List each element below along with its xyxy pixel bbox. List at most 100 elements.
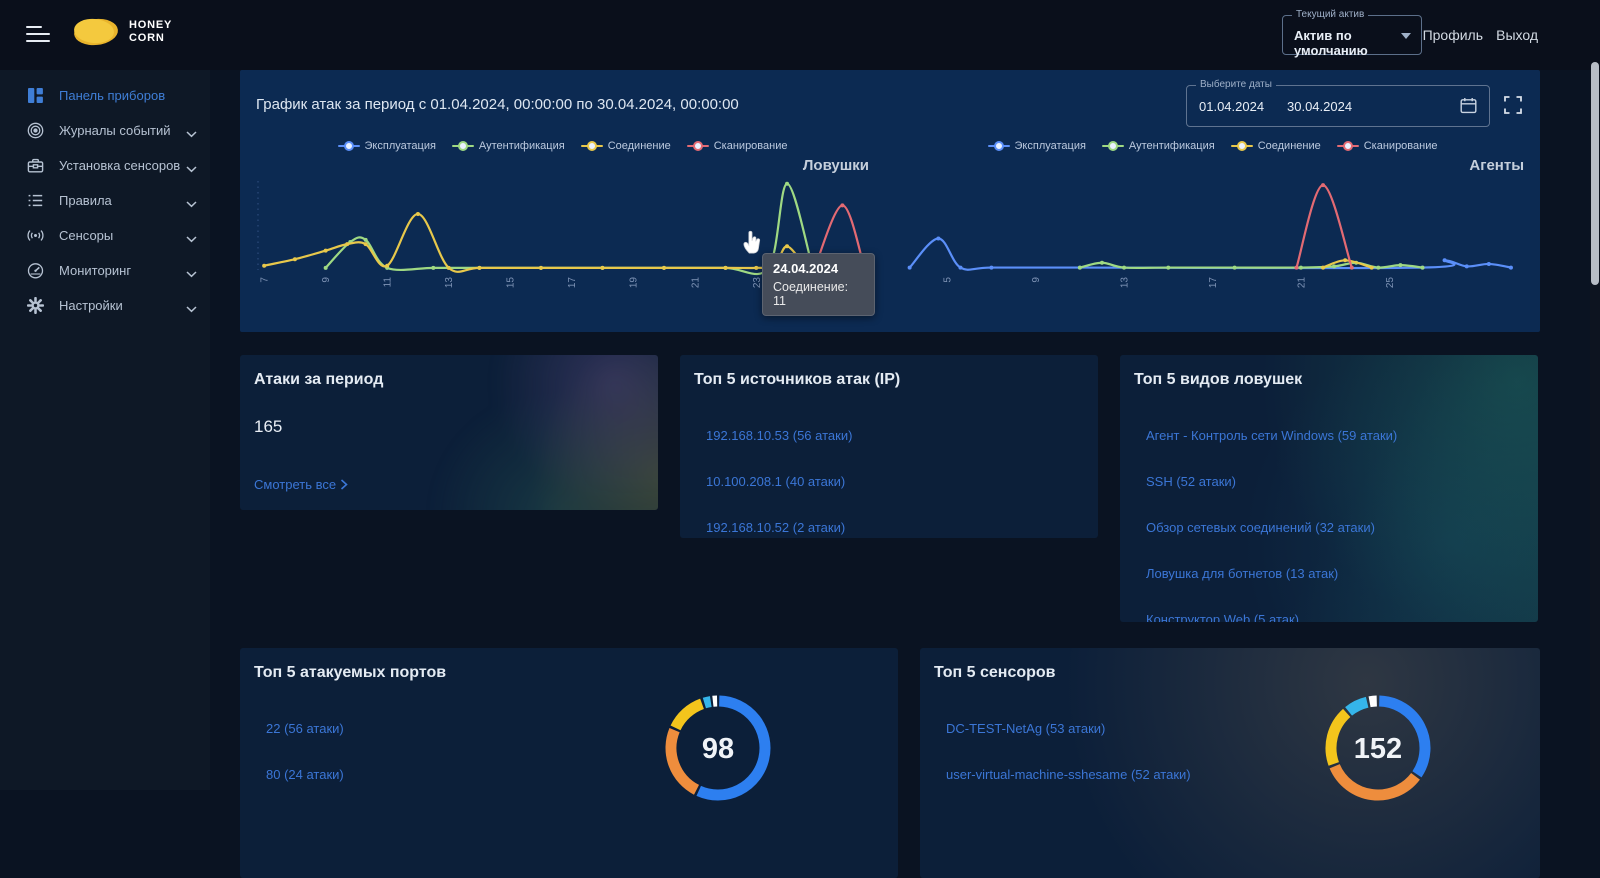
list-item: 10.100.208.1 (40 атаки)	[706, 473, 1098, 491]
see-all-link[interactable]: Смотреть все	[254, 477, 337, 492]
chevron-down-icon	[1401, 33, 1411, 39]
attacks-period-card: Атаки за период 165 Смотреть все	[240, 355, 658, 510]
legend-item[interactable]: Эксплуатация	[987, 140, 1086, 152]
legend-item[interactable]: Сканирование	[1336, 140, 1437, 152]
svg-text:17: 17	[1208, 277, 1219, 289]
hamburger-menu-icon[interactable]	[26, 26, 52, 44]
sidebar-item-monitoring[interactable]: Мониторинг	[0, 253, 210, 288]
list-item: SSH (52 атаки)	[1146, 473, 1538, 491]
tooltip-date: 24.04.2024	[773, 261, 839, 276]
sensor-install-icon	[27, 157, 44, 174]
legend-label: Эксплуатация	[364, 140, 436, 152]
sidebar-item-event-logs[interactable]: Журналы событий	[0, 113, 210, 148]
card-title: Топ 5 сенсоров	[934, 664, 1056, 681]
legend-item[interactable]: Соединение	[1230, 140, 1321, 152]
sensor-link[interactable]: user-virtual-machine-sshesame (52 атаки)	[946, 767, 1191, 782]
legend-item[interactable]: Аутентификация	[1101, 140, 1215, 152]
calendar-icon[interactable]	[1460, 97, 1477, 119]
list-item: Агент - Контроль сети Windows (59 атаки)	[1146, 427, 1538, 445]
trap-kind-link[interactable]: SSH (52 атаки)	[1146, 474, 1237, 489]
trap-kind-link[interactable]: Конструктор Web (5 атак)	[1146, 612, 1300, 622]
chevron-down-icon	[186, 266, 197, 281]
current-asset-select[interactable]: Текущий актив Актив по умолчанию	[1282, 9, 1422, 58]
top-sensors-card: Топ 5 сенсоров DC-TEST-NetAg (53 атаки) u…	[920, 648, 1540, 878]
svg-text:21: 21	[1296, 277, 1307, 289]
honeycorn-logo-icon	[74, 18, 118, 46]
list-item: user-virtual-machine-sshesame (52 атаки)	[946, 766, 1540, 784]
legend-item[interactable]: Эксплуатация	[337, 140, 436, 152]
sidebar-item-sensors[interactable]: Сенсоры	[0, 218, 210, 253]
card-title: Топ 5 атакуемых портов	[254, 664, 447, 681]
hand-cursor-icon	[738, 227, 764, 260]
topbar: HONEY CORN Текущий актив Актив по умолча…	[0, 0, 1600, 70]
monitoring-icon	[27, 262, 44, 279]
legend-label: Соединение	[1257, 140, 1321, 152]
asset-select-label: Текущий актив	[1292, 9, 1369, 20]
sidebar-item-sensor-install[interactable]: Установка сенсоров	[0, 148, 210, 183]
date-end-value[interactable]: 30.04.2024	[1287, 99, 1353, 114]
svg-text:13: 13	[1120, 277, 1131, 289]
sidebar-item-label: Сенсоры	[59, 228, 114, 243]
legend-item[interactable]: Соединение	[580, 140, 671, 152]
attacked-port-link[interactable]: 80 (24 атаки)	[266, 767, 344, 782]
sensors-icon	[27, 227, 44, 244]
donut-center-value: 98	[702, 733, 734, 765]
traps-chart-block: Эксплуатация Аутентификация Соединение Скан…	[250, 139, 875, 329]
attack-source-link[interactable]: 192.168.10.52 (2 атаки)	[706, 520, 846, 535]
list-item: Обзор сетевых соединений (32 атаки)	[1146, 519, 1538, 537]
profile-link[interactable]: Профиль	[1422, 27, 1483, 43]
logout-link[interactable]: Выход	[1496, 27, 1538, 43]
top-attacked-ports-card: Топ 5 атакуемых портов 22 (56 атаки) 80 (…	[240, 648, 898, 878]
trap-kind-link[interactable]: Обзор сетевых соединений (32 атаки)	[1146, 520, 1375, 535]
agents-line-chart[interactable]: 5 9 13 17 21 25	[895, 165, 1530, 325]
event-logs-icon	[27, 122, 44, 139]
sidebar-item-label: Панель приборов	[59, 88, 166, 103]
chevron-down-icon	[186, 126, 197, 141]
date-start-value[interactable]: 01.04.2024	[1199, 99, 1265, 114]
legend-marker-icon	[1101, 141, 1124, 151]
dashboard-icon	[27, 87, 44, 104]
svg-text:15: 15	[506, 277, 517, 289]
svg-text:21: 21	[690, 277, 701, 289]
date-range-picker[interactable]: Выберите даты 01.04.2024 30.04.2024	[1186, 79, 1490, 127]
sidebar-item-dashboard[interactable]: Панель приборов	[0, 78, 210, 113]
sensor-link[interactable]: DC-TEST-NetAg (53 атаки)	[946, 721, 1106, 736]
fullscreen-icon[interactable]	[1504, 96, 1522, 114]
date-picker-label: Выберите даты	[1196, 79, 1276, 90]
top-trap-kinds-card: Топ 5 видов ловушек Агент - Контроль сет…	[1120, 355, 1538, 622]
attacked-port-link[interactable]: 22 (56 атаки)	[266, 721, 344, 736]
traps-line-chart[interactable]: 7 9 11 13 15 17 19 21 23	[250, 165, 875, 325]
trap-kinds-list: Агент - Контроль сети Windows (59 атаки)…	[1146, 427, 1538, 622]
legend-marker-icon	[451, 141, 474, 151]
sensors-list: DC-TEST-NetAg (53 атаки) user-virtual-mac…	[946, 720, 1540, 784]
svg-text:19: 19	[629, 277, 640, 289]
svg-text:17: 17	[567, 277, 578, 289]
app-logo: HONEY CORN	[70, 15, 172, 49]
sidebar-item-rules[interactable]: Правила	[0, 183, 210, 218]
sidebar-item-label: Настройки	[59, 298, 123, 313]
sensors-donut-chart[interactable]: 152	[1318, 688, 1438, 813]
attack-source-link[interactable]: 192.168.10.53 (56 атаки)	[706, 428, 853, 443]
scrollbar-thumb[interactable]	[1591, 62, 1599, 285]
agents-chart-title: Агенты	[1469, 157, 1524, 174]
traps-chart-legend: Эксплуатация Аутентификация Соединение Скан…	[250, 139, 875, 153]
attack-sources-list: 192.168.10.53 (56 атаки) 10.100.208.1 (40…	[706, 427, 1098, 537]
asset-select-value: Актив по умолчанию	[1294, 28, 1368, 58]
list-item: 192.168.10.53 (56 атаки)	[706, 427, 1098, 445]
sidebar-item-label: Установка сенсоров	[59, 158, 181, 173]
sidebar-nav: Панель приборов Журналы событий Установка …	[0, 70, 210, 323]
legend-marker-icon	[580, 141, 603, 151]
ports-donut-chart[interactable]: 98	[658, 688, 778, 813]
trap-kind-link[interactable]: Ловушка для ботнетов (13 атак)	[1146, 566, 1339, 581]
attack-source-link[interactable]: 10.100.208.1 (40 атаки)	[706, 474, 846, 489]
legend-marker-icon	[1230, 141, 1253, 151]
sidebar-item-settings[interactable]: Настройки	[0, 288, 210, 323]
trap-kind-link[interactable]: Агент - Контроль сети Windows (59 атаки)	[1146, 428, 1398, 443]
chevron-down-icon	[186, 231, 197, 246]
card-title: Атаки за период	[254, 371, 384, 388]
chart-panel-title: График атак за период с 01.04.2024, 00:0…	[256, 96, 739, 113]
legend-item[interactable]: Сканирование	[686, 140, 787, 152]
legend-marker-icon	[987, 141, 1010, 151]
legend-item[interactable]: Аутентификация	[451, 140, 565, 152]
card-title: Топ 5 видов ловушек	[1134, 371, 1303, 388]
